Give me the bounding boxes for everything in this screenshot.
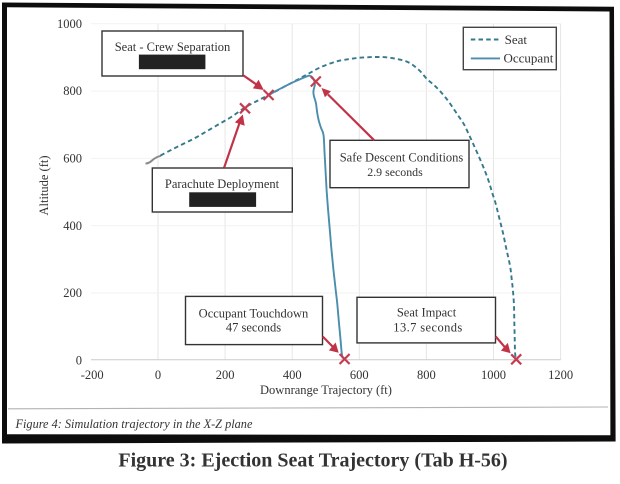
svg-text:1200: 1200 xyxy=(548,368,573,382)
svg-text:Safe Descent Conditions: Safe Descent Conditions xyxy=(340,151,464,165)
svg-text:13.7 seconds: 13.7 seconds xyxy=(393,321,462,335)
svg-text:400: 400 xyxy=(283,368,302,382)
svg-text:800: 800 xyxy=(63,84,82,98)
svg-text:1000: 1000 xyxy=(57,17,82,31)
svg-text:0: 0 xyxy=(76,354,82,368)
svg-text:Occupant: Occupant xyxy=(504,51,554,66)
svg-text:47 seconds: 47 seconds xyxy=(226,321,281,335)
svg-text:Figure 4: Simulation trajector: Figure 4: Simulation trajectory in the X… xyxy=(15,417,253,431)
svg-text:Occupant Touchdown: Occupant Touchdown xyxy=(199,307,309,321)
svg-text:400: 400 xyxy=(63,219,82,233)
svg-text:1000: 1000 xyxy=(481,368,506,382)
svg-text:Downrange Trajectory (ft): Downrange Trajectory (ft) xyxy=(260,383,392,397)
svg-text:600: 600 xyxy=(63,152,82,166)
svg-text:0: 0 xyxy=(155,368,161,382)
svg-text:Seat - Crew Separation: Seat - Crew Separation xyxy=(115,40,231,54)
svg-text:800: 800 xyxy=(417,368,436,382)
svg-text:200: 200 xyxy=(63,286,82,300)
svg-text:200: 200 xyxy=(216,368,235,382)
svg-text:-200: -200 xyxy=(81,368,104,382)
svg-text:Seat: Seat xyxy=(505,32,528,47)
svg-text:Figure 3: Ejection Seat Trajec: Figure 3: Ejection Seat Trajectory (Tab … xyxy=(118,450,507,472)
svg-text:600: 600 xyxy=(350,368,369,382)
svg-text:Seat Impact: Seat Impact xyxy=(397,306,457,320)
svg-text:2.9 seconds: 2.9 seconds xyxy=(367,165,423,179)
svg-text:Parachute Deployment: Parachute Deployment xyxy=(165,177,280,191)
svg-text:Altitude (ft): Altitude (ft) xyxy=(37,155,51,215)
